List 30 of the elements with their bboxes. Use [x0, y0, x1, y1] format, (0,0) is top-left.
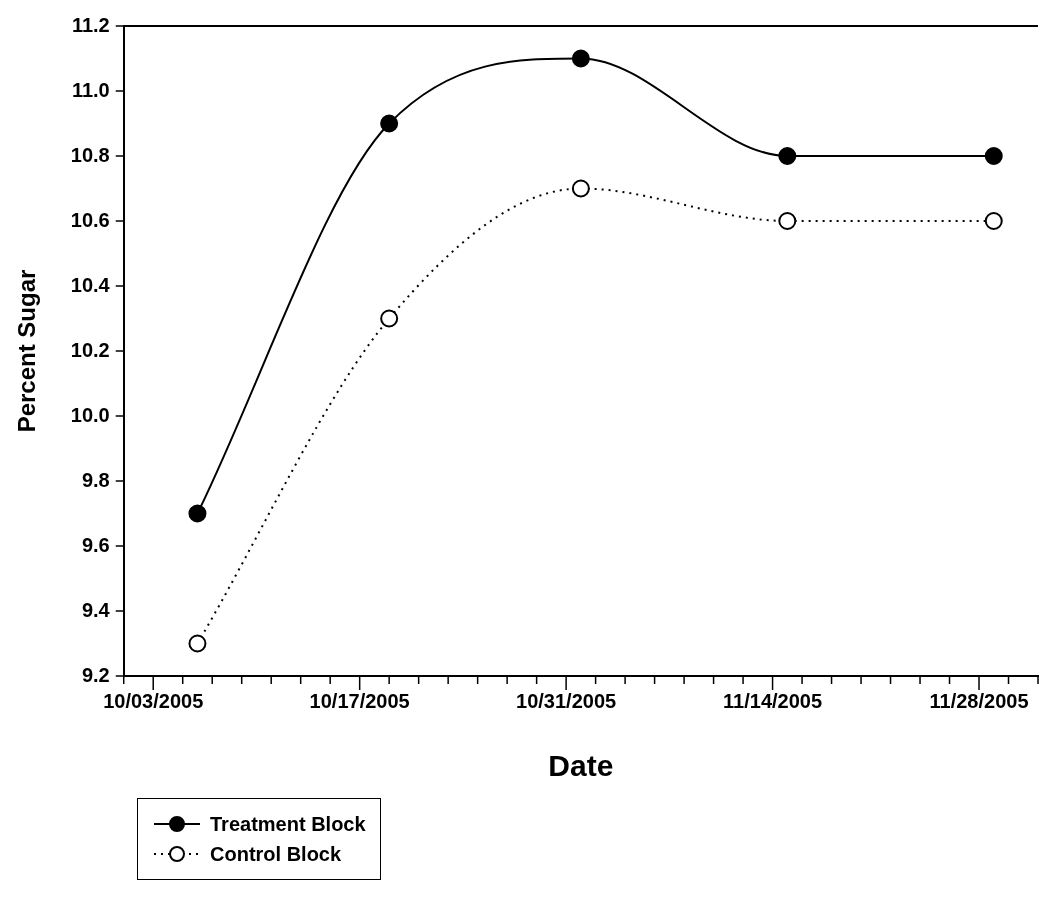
y-tick-label: 11.0 — [71, 78, 110, 101]
legend-label: Control Block — [210, 842, 342, 866]
point — [778, 147, 797, 165]
x-tick-label: 10/03/2005 — [103, 689, 204, 712]
x-tick-label: 10/31/2005 — [516, 689, 617, 712]
y-tick-label: 10.0 — [70, 403, 110, 426]
point — [188, 504, 207, 523]
point — [571, 49, 590, 68]
point — [188, 634, 207, 653]
y-tick-label: 9.2 — [81, 663, 110, 686]
point — [778, 212, 797, 230]
legend-label: Treatment Block — [210, 812, 366, 836]
y-tick-label: 10.6 — [70, 208, 110, 231]
y-tick-label: 10.8 — [70, 143, 110, 166]
y-tick-label: 9.6 — [81, 533, 110, 556]
y-tick-label: 9.8 — [81, 468, 110, 491]
point — [984, 212, 1003, 230]
x-tick-label: 11/14/2005 — [723, 689, 823, 712]
point — [571, 179, 590, 198]
point — [380, 114, 399, 133]
y-tick-label: 11.2 — [71, 13, 110, 36]
x-tick-label: 11/28/2005 — [929, 689, 1029, 712]
x-axis-title: Date — [548, 749, 614, 783]
y-axis-title: Percent Sugar — [13, 269, 41, 433]
point — [984, 147, 1003, 165]
point — [380, 309, 399, 328]
x-tick-label: 10/17/2005 — [309, 689, 410, 712]
y-tick-label: 10.4 — [70, 273, 111, 296]
y-tick-label: 9.4 — [81, 598, 111, 621]
y-tick-label: 10.2 — [70, 338, 110, 361]
